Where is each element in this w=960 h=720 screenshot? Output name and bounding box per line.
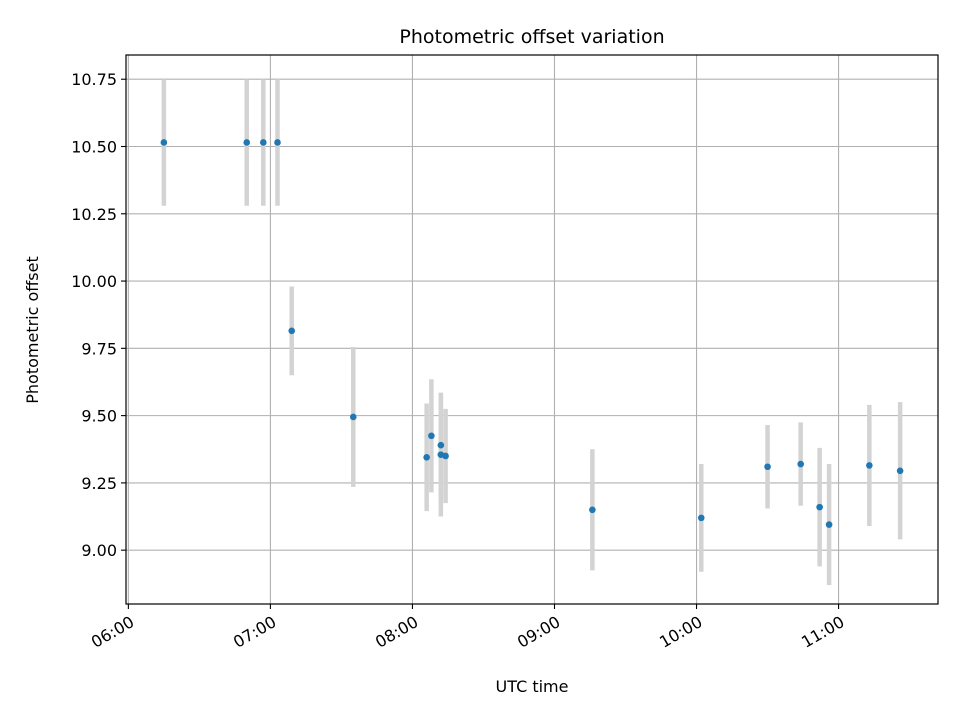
y-tick-label: 10.50 bbox=[71, 138, 117, 157]
data-point bbox=[437, 441, 445, 449]
y-tick-label: 9.25 bbox=[81, 474, 117, 493]
data-point bbox=[797, 460, 804, 468]
x-axis-label: UTC time bbox=[496, 677, 569, 696]
data-point bbox=[589, 506, 596, 514]
y-tick-label: 10.75 bbox=[71, 70, 117, 89]
data-point bbox=[288, 327, 296, 335]
data-point bbox=[697, 514, 705, 522]
plot-area-frame bbox=[125, 54, 939, 605]
data-point bbox=[274, 139, 281, 146]
y-tick-label: 10.00 bbox=[71, 272, 117, 291]
data-point bbox=[349, 413, 357, 421]
y-tick-label: 9.50 bbox=[81, 407, 117, 426]
data-point bbox=[816, 503, 823, 511]
y-axis-ticks: 9.00 9.25 9.50 9.75 10.00 10.25 10.50 10.75 bbox=[71, 70, 126, 560]
chart-title: Photometric offset variation bbox=[399, 26, 664, 48]
y-tick-label: 10.25 bbox=[71, 205, 117, 224]
data-point bbox=[260, 139, 267, 146]
y-tick-label: 9.00 bbox=[81, 541, 117, 560]
data-point bbox=[896, 467, 904, 475]
data-point bbox=[764, 463, 771, 471]
grid bbox=[126, 55, 938, 604]
y-tick-label: 9.75 bbox=[81, 339, 117, 358]
data-points bbox=[160, 139, 904, 528]
data-point bbox=[423, 454, 430, 461]
data-point bbox=[866, 462, 873, 469]
data-point bbox=[442, 452, 449, 460]
data-point bbox=[428, 432, 435, 440]
y-axis-label: Photometric offset bbox=[23, 256, 42, 404]
data-point bbox=[243, 139, 251, 146]
data-point bbox=[160, 139, 168, 146]
data-point bbox=[825, 521, 833, 528]
